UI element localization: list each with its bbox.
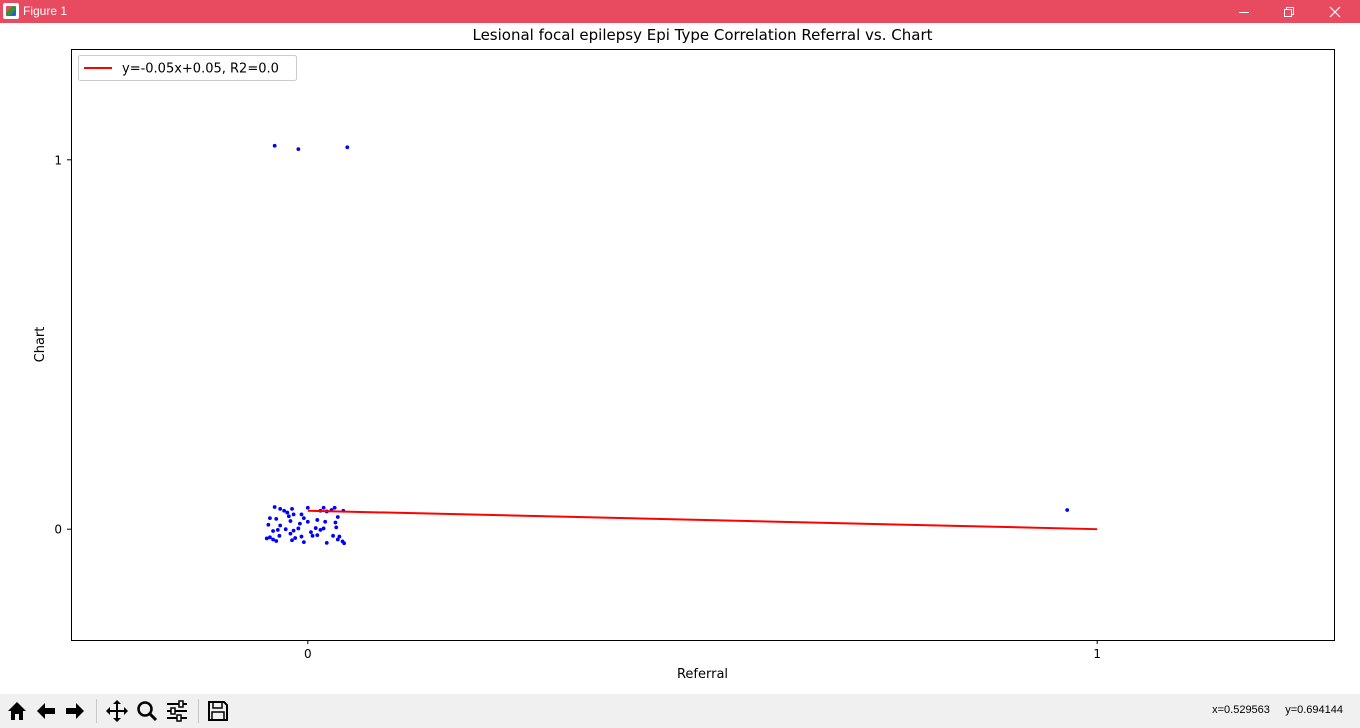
chart-title: Lesional focal epilepsy Epi Type Correla… [472, 26, 933, 44]
back-button[interactable] [33, 697, 59, 725]
scatter-point [318, 528, 323, 532]
figure-canvas[interactable]: Lesional focal epilepsy Epi Type Correla… [0, 23, 1360, 694]
scatter-point [315, 533, 320, 537]
x-axis-label: Referral [677, 667, 728, 682]
scatter-point [268, 535, 272, 540]
toolbar-separator [96, 699, 97, 723]
floppy-disk-icon [208, 701, 228, 721]
arrow-left-icon [37, 703, 55, 719]
x-tick-label: 0 [304, 647, 312, 661]
scatter-point [278, 506, 283, 511]
scatter-point [296, 147, 301, 152]
scatter-point [315, 518, 320, 522]
scatter-point [332, 505, 337, 510]
save-button[interactable] [205, 697, 231, 725]
sliders-icon [167, 700, 187, 722]
scatter-point [321, 526, 326, 531]
scatter-point [277, 533, 282, 538]
scatter-point [293, 536, 298, 540]
scatter-point [272, 143, 277, 148]
scatter-point [296, 526, 301, 531]
legend-label: y=-0.05x+0.05, R2=0.0 [122, 62, 279, 77]
regression-line [307, 509, 1098, 531]
move-icon [106, 700, 128, 722]
close-icon [1329, 6, 1341, 17]
y-tick-label: 1 [54, 153, 62, 167]
configure-subplots-button[interactable] [164, 697, 190, 725]
zoom-button[interactable] [134, 697, 160, 725]
axes-frame [71, 49, 1335, 641]
scatter-point [291, 512, 296, 517]
plot-area[interactable]: 0 1 0 1 Referral Chart y=-0.05x+0.05, R2=0.0 [0, 23, 1360, 694]
scatter-point [291, 528, 296, 533]
scatter-point [286, 514, 291, 519]
scatter-point [266, 522, 271, 527]
scatter-point [301, 516, 306, 521]
scatter-point [275, 528, 280, 532]
minimize-icon [1239, 11, 1249, 13]
scatter-point [321, 505, 326, 510]
scatter-point [283, 527, 288, 532]
minimize-button[interactable] [1221, 0, 1267, 23]
magnifier-icon [137, 701, 158, 722]
cursor-coordinates: x=0.529563 y=0.694144 [1212, 704, 1343, 716]
scatter-point [285, 510, 290, 515]
restore-button[interactable] [1266, 0, 1312, 23]
scatter-point [288, 531, 293, 536]
scatter-point [313, 526, 318, 530]
scatter-point [268, 516, 272, 521]
scatter-point [298, 521, 302, 526]
pan-button[interactable] [104, 697, 130, 725]
x-tick-label: 1 [1093, 647, 1101, 661]
scatter-point [323, 519, 328, 524]
scatter-point [305, 505, 310, 510]
scatter-point [299, 534, 304, 539]
scatter-point [290, 506, 294, 511]
scatter-point [342, 541, 347, 546]
arrow-right-icon [66, 703, 84, 719]
scatter-point [301, 540, 306, 545]
legend-box [78, 55, 297, 81]
scatter-point [333, 520, 338, 525]
home-button[interactable] [4, 697, 30, 725]
scatter-point [290, 538, 294, 543]
forward-button[interactable] [62, 697, 88, 725]
scatter-point [334, 525, 339, 530]
scatter-point [324, 540, 329, 545]
scatter-point [309, 530, 313, 535]
scatter-point [271, 537, 275, 542]
scatter-point [1065, 508, 1070, 512]
toolbar-separator [198, 699, 199, 723]
scatter-point [299, 512, 304, 517]
window-title: Figure 1 [23, 4, 68, 18]
scatter-point [331, 533, 335, 538]
scatter-point [282, 508, 287, 513]
scatter-point [310, 533, 315, 538]
scatter-point [335, 537, 340, 542]
scatter-point [274, 516, 279, 521]
scatter-point [337, 534, 342, 539]
y-tick-label: 0 [54, 523, 62, 537]
app-icon [3, 3, 19, 19]
scatter-point [264, 536, 269, 541]
scatter-point [278, 523, 283, 528]
window-titlebar: Figure 1 [0, 0, 1360, 23]
scatter-point [272, 505, 277, 509]
navigation-toolbar: x=0.529563 y=0.694144 [0, 694, 1360, 728]
scatter-point [305, 519, 310, 524]
scatter-point [345, 145, 350, 150]
scatter-point [335, 515, 340, 519]
close-button[interactable] [1312, 0, 1358, 23]
home-icon [8, 702, 26, 720]
restore-icon [1284, 6, 1294, 17]
scatter-point [274, 539, 279, 543]
scatter-point [288, 519, 293, 523]
y-axis-label: Chart [33, 327, 48, 363]
scatter-point [271, 529, 275, 533]
